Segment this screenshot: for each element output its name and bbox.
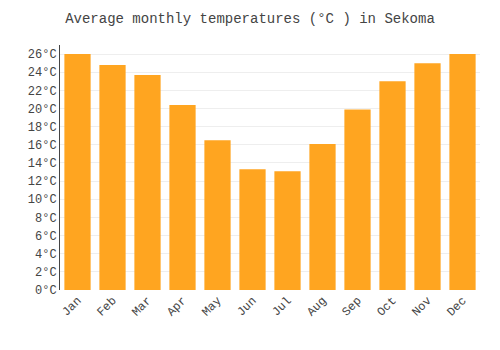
svg-text:Jun: Jun [234,294,259,319]
svg-text:4°C: 4°C [35,248,57,262]
svg-text:Dec: Dec [444,294,469,319]
svg-text:May: May [199,294,224,319]
svg-text:16°C: 16°C [28,139,57,153]
svg-text:8°C: 8°C [35,212,57,226]
svg-text:2°C: 2°C [35,266,57,280]
svg-text:Aug: Aug [304,294,329,319]
svg-text:6°C: 6°C [35,230,57,244]
svg-text:Oct: Oct [374,294,399,319]
svg-text:Average monthly temperatures (: Average monthly temperatures (°C ) in Se… [65,11,435,27]
svg-text:14°C: 14°C [28,157,57,171]
svg-text:Sep: Sep [339,294,364,319]
svg-text:10°C: 10°C [28,193,57,207]
svg-text:Mar: Mar [129,294,154,319]
svg-text:24°C: 24°C [28,66,57,80]
svg-text:Jul: Jul [269,294,294,319]
svg-text:Jan: Jan [59,294,84,319]
svg-text:26°C: 26°C [28,48,57,62]
svg-text:20°C: 20°C [28,103,57,117]
svg-text:22°C: 22°C [28,85,57,99]
svg-text:0°C: 0°C [35,284,57,298]
svg-text:Nov: Nov [409,294,434,319]
svg-text:Feb: Feb [94,294,119,319]
svg-text:Apr: Apr [164,294,189,319]
svg-text:18°C: 18°C [28,121,57,135]
svg-text:12°C: 12°C [28,175,57,189]
